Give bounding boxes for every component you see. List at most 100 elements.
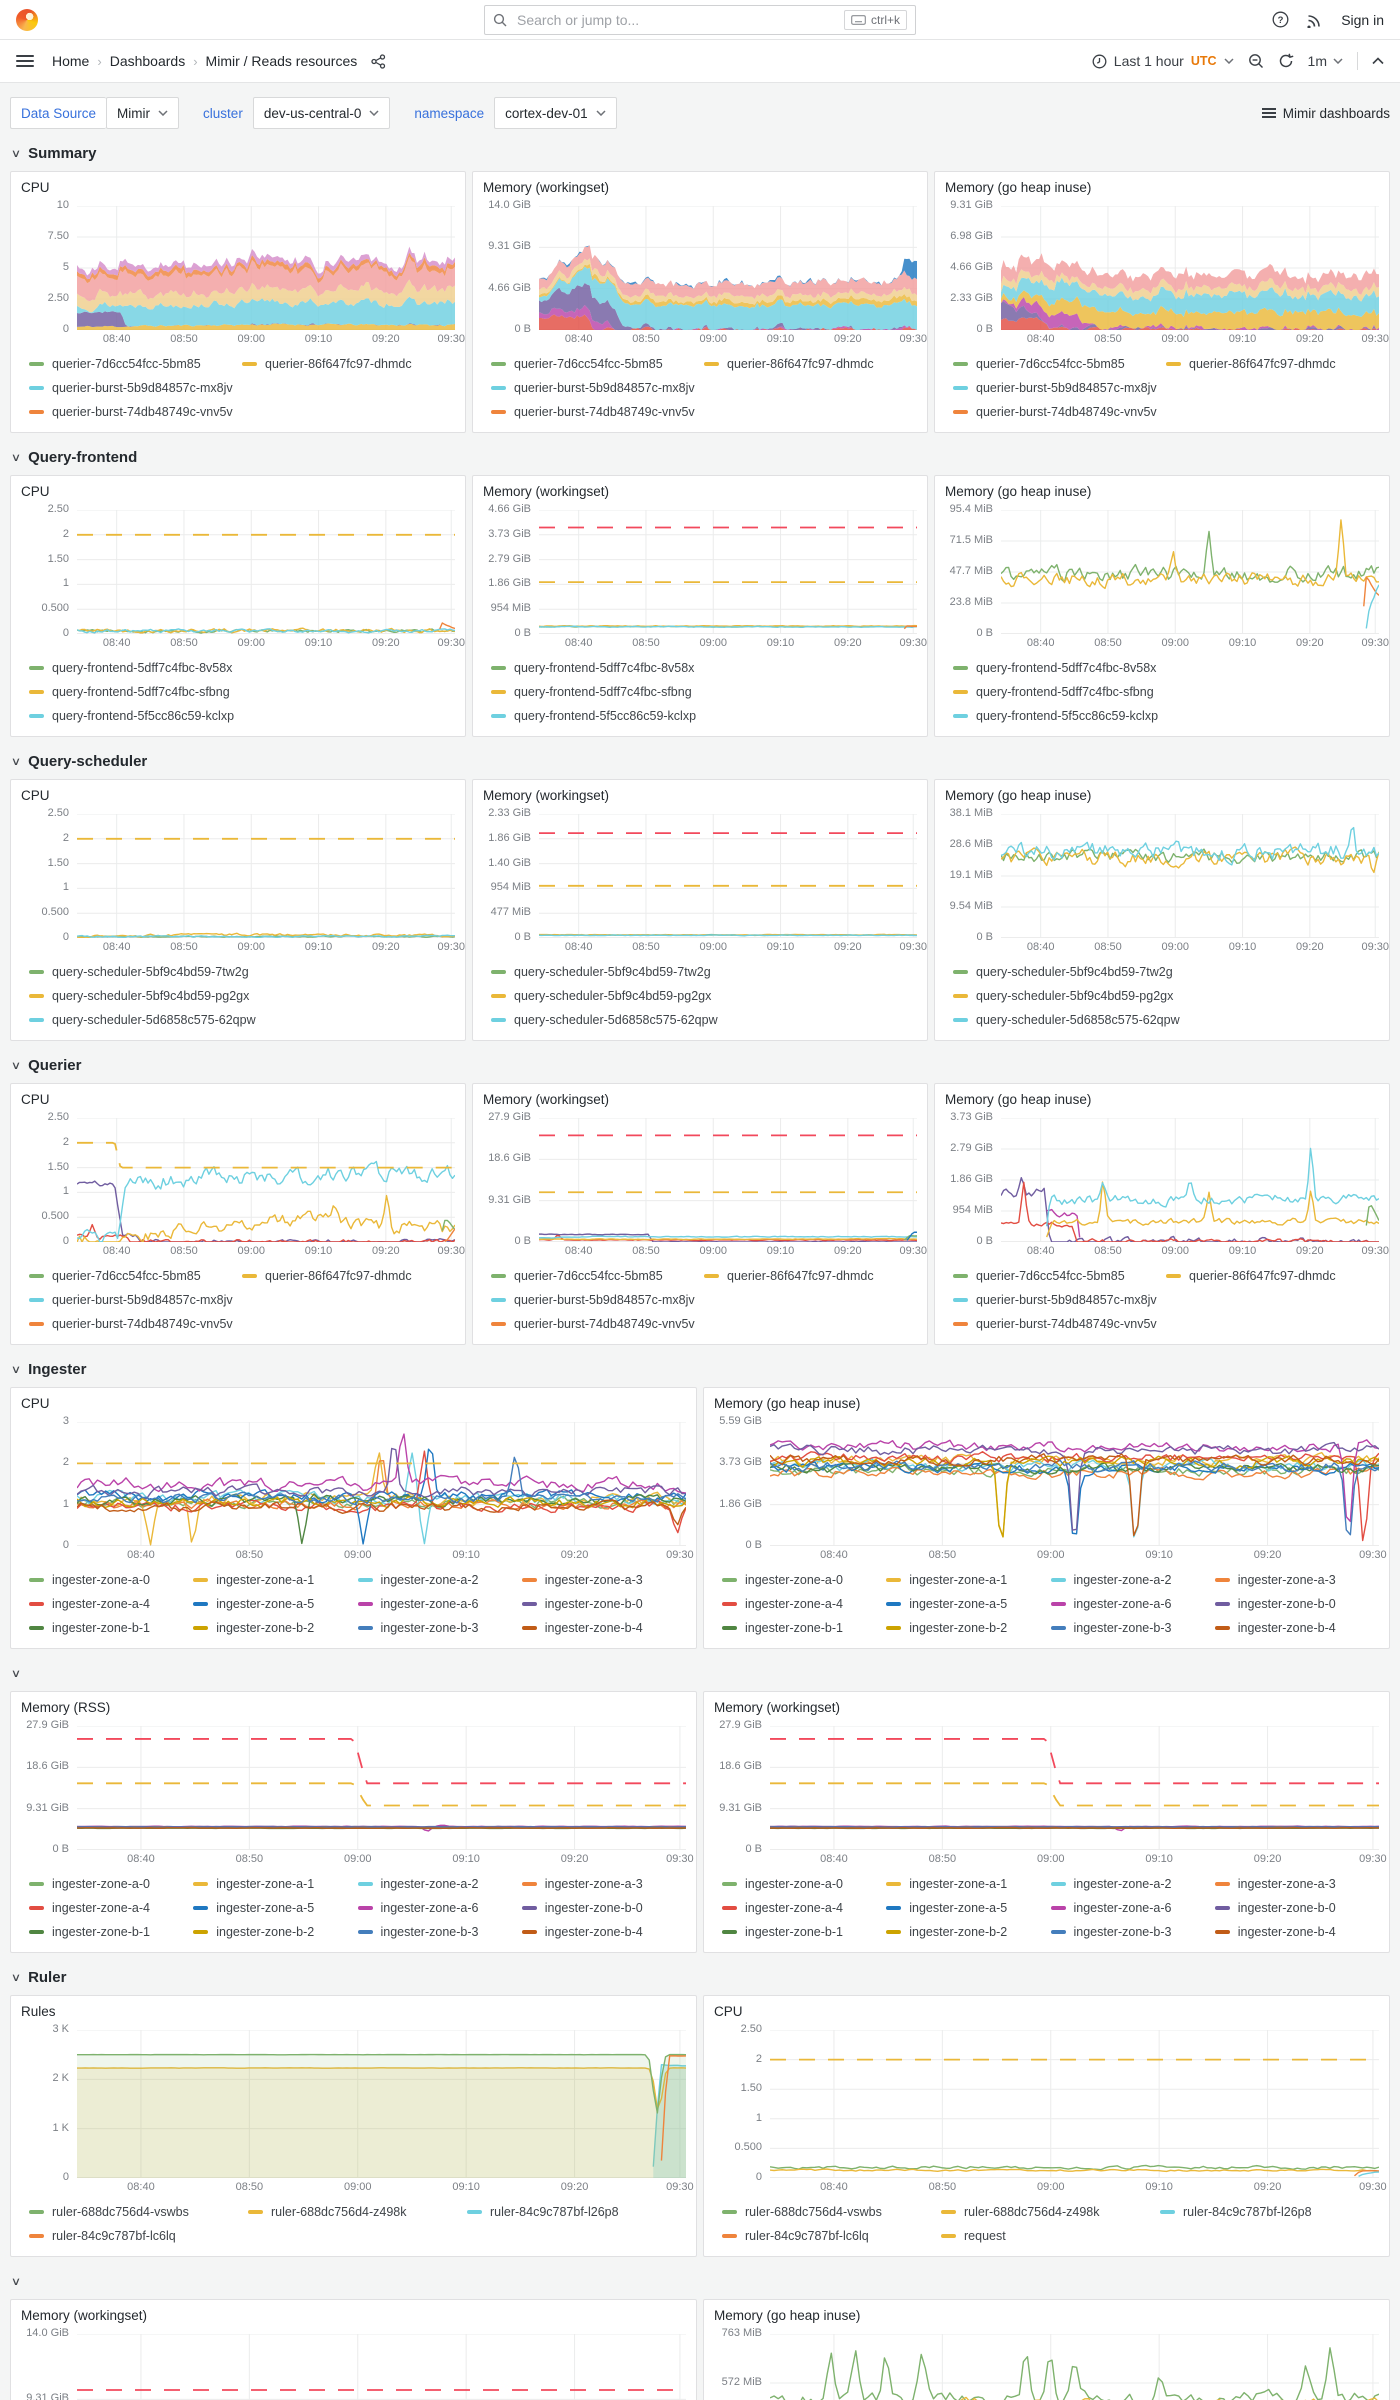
row-header-query-scheduler[interactable]: ∨ Query-scheduler	[11, 749, 1390, 773]
legend-item[interactable]: querier-burst-5b9d84857c-mx8jv	[491, 381, 704, 395]
panel-title[interactable]: Memory (workingset)	[483, 1092, 610, 1107]
legend-item[interactable]: ruler-688dc756d4-vswbs	[722, 2205, 941, 2219]
legend-item[interactable]: query-frontend-5dff7c4fbc-sfbng	[491, 685, 917, 699]
legend-item[interactable]: querier-86f647fc97-dhmdc	[242, 1269, 455, 1283]
legend-item[interactable]: query-scheduler-5bf9c4bd59-7tw2g	[491, 965, 917, 979]
legend-item[interactable]: ruler-688dc756d4-vswbs	[29, 2205, 248, 2219]
panel-title[interactable]: Memory (workingset)	[483, 788, 610, 803]
legend-item[interactable]: request	[941, 2229, 1160, 2243]
row-header-untitled[interactable]: ∨	[11, 2269, 1390, 2293]
legend-item[interactable]: ingester-zone-a-2	[1050, 1877, 1215, 1891]
search-input[interactable]	[515, 10, 836, 29]
legend-item[interactable]: ingester-zone-a-4	[722, 1597, 886, 1611]
time-range-picker[interactable]: Last 1 hour UTC	[1092, 53, 1234, 69]
legend-item[interactable]: ingester-zone-a-5	[886, 1901, 1050, 1915]
breadcrumb-home[interactable]: Home	[52, 53, 90, 69]
legend-item[interactable]: ingester-zone-b-4	[521, 1621, 686, 1635]
chart-canvas[interactable]	[77, 2030, 686, 2178]
legend-item[interactable]: querier-7d6cc54fcc-5bm85	[29, 357, 242, 371]
legend-item[interactable]: ingester-zone-b-3	[1050, 1925, 1215, 1939]
legend-item[interactable]: querier-7d6cc54fcc-5bm85	[491, 357, 704, 371]
grafana-logo[interactable]	[16, 8, 38, 31]
legend-item[interactable]: query-frontend-5dff7c4fbc-sfbng	[29, 685, 455, 699]
legend-item[interactable]: ingester-zone-b-2	[886, 1621, 1050, 1635]
chart-canvas[interactable]	[1001, 1118, 1379, 1242]
legend-item[interactable]: querier-86f647fc97-dhmdc	[1166, 1269, 1379, 1283]
row-header-summary[interactable]: ∨ Summary	[11, 141, 1390, 165]
panel-title[interactable]: Memory (go heap inuse)	[945, 1092, 1092, 1107]
row-header-querier[interactable]: ∨ Querier	[11, 1053, 1390, 1077]
panel-title[interactable]: CPU	[21, 180, 50, 195]
legend-item[interactable]: querier-burst-74db48749c-vnv5v	[953, 405, 1166, 419]
legend-item[interactable]: querier-burst-5b9d84857c-mx8jv	[953, 381, 1166, 395]
legend-item[interactable]: query-frontend-5f5cc86c59-kclxp	[953, 709, 1379, 723]
legend-item[interactable]: ingester-zone-a-6	[1050, 1597, 1215, 1611]
legend-item[interactable]: ingester-zone-b-1	[29, 1925, 193, 1939]
chart-canvas[interactable]	[77, 1726, 686, 1850]
legend-item[interactable]: query-frontend-5dff7c4fbc-8v58x	[29, 661, 455, 675]
legend-item[interactable]: querier-burst-74db48749c-vnv5v	[491, 1317, 704, 1331]
menu-icon[interactable]	[16, 55, 34, 67]
legend-item[interactable]: ingester-zone-a-6	[357, 1901, 522, 1915]
legend-item[interactable]: query-frontend-5dff7c4fbc-sfbng	[953, 685, 1379, 699]
panel-title[interactable]: Memory (workingset)	[483, 484, 610, 499]
legend-item[interactable]: ingester-zone-a-0	[722, 1573, 886, 1587]
search-box[interactable]: ctrl+k	[484, 4, 916, 35]
chart-canvas[interactable]	[1001, 510, 1379, 634]
refresh-interval-picker[interactable]: 1m	[1308, 53, 1343, 69]
legend-item[interactable]: ruler-688dc756d4-z498k	[941, 2205, 1160, 2219]
chart-canvas[interactable]	[1001, 814, 1379, 938]
refresh-icon[interactable]	[1278, 53, 1294, 69]
legend-item[interactable]: ingester-zone-a-4	[722, 1901, 886, 1915]
chart-canvas[interactable]	[539, 510, 917, 634]
variable-value-datasource[interactable]: Mimir	[106, 97, 180, 129]
legend-item[interactable]: ruler-84c9c787bf-lc6lq	[29, 2229, 248, 2243]
legend-item[interactable]: querier-86f647fc97-dhmdc	[704, 1269, 917, 1283]
legend-item[interactable]: ingester-zone-b-1	[29, 1621, 193, 1635]
legend-item[interactable]: querier-86f647fc97-dhmdc	[242, 357, 455, 371]
panel-title[interactable]: CPU	[21, 1092, 50, 1107]
legend-item[interactable]: query-frontend-5dff7c4fbc-8v58x	[953, 661, 1379, 675]
legend-item[interactable]: ingester-zone-a-4	[29, 1597, 193, 1611]
legend-item[interactable]: ruler-84c9c787bf-l26p8	[467, 2205, 686, 2219]
chart-canvas[interactable]	[770, 1422, 1379, 1546]
legend-item[interactable]: ruler-84c9c787bf-l26p8	[1160, 2205, 1379, 2219]
share-icon[interactable]	[371, 53, 386, 69]
news-rss-icon[interactable]	[1307, 12, 1323, 28]
row-header-ingester[interactable]: ∨ Ingester	[11, 1357, 1390, 1381]
legend-item[interactable]: ingester-zone-a-6	[357, 1597, 522, 1611]
chart-canvas[interactable]	[539, 206, 917, 330]
kiosk-collapse-icon[interactable]	[1372, 57, 1384, 65]
legend-item[interactable]: ingester-zone-b-1	[722, 1621, 886, 1635]
legend-item[interactable]: query-scheduler-5bf9c4bd59-7tw2g	[29, 965, 455, 979]
chart-canvas[interactable]	[77, 2334, 686, 2400]
legend-item[interactable]: ingester-zone-b-0	[521, 1901, 686, 1915]
legend-item[interactable]: query-frontend-5dff7c4fbc-8v58x	[491, 661, 917, 675]
legend-item[interactable]: query-frontend-5f5cc86c59-kclxp	[29, 709, 455, 723]
legend-item[interactable]: querier-burst-5b9d84857c-mx8jv	[953, 1293, 1166, 1307]
legend-item[interactable]: ingester-zone-a-0	[722, 1877, 886, 1891]
panel-title[interactable]: Memory (go heap inuse)	[945, 484, 1092, 499]
legend-item[interactable]: query-scheduler-5bf9c4bd59-pg2gx	[953, 989, 1379, 1003]
legend-item[interactable]: ingester-zone-a-2	[1050, 1573, 1215, 1587]
legend-item[interactable]: querier-86f647fc97-dhmdc	[1166, 357, 1379, 371]
chart-canvas[interactable]	[77, 206, 455, 330]
chart-canvas[interactable]	[770, 2030, 1379, 2178]
legend-item[interactable]: ingester-zone-a-1	[886, 1573, 1050, 1587]
chart-canvas[interactable]	[770, 2334, 1379, 2400]
panel-title[interactable]: CPU	[21, 484, 50, 499]
legend-item[interactable]: ingester-zone-a-3	[1214, 1877, 1379, 1891]
legend-item[interactable]: querier-burst-74db48749c-vnv5v	[491, 405, 704, 419]
mimir-dashboards-button[interactable]: Mimir dashboards	[1261, 106, 1390, 121]
legend-item[interactable]: ingester-zone-a-1	[886, 1877, 1050, 1891]
legend-item[interactable]: ingester-zone-b-0	[521, 1597, 686, 1611]
legend-item[interactable]: ingester-zone-b-0	[1214, 1597, 1379, 1611]
legend-item[interactable]: ingester-zone-a-1	[193, 1573, 357, 1587]
legend-item[interactable]: ruler-688dc756d4-z498k	[248, 2205, 467, 2219]
variable-value-cluster[interactable]: dev-us-central-0	[252, 97, 391, 129]
legend-item[interactable]: ingester-zone-a-0	[29, 1573, 193, 1587]
legend-item[interactable]: query-scheduler-5d6858c575-62qpw	[953, 1013, 1379, 1027]
legend-item[interactable]: querier-burst-74db48749c-vnv5v	[29, 1317, 242, 1331]
legend-item[interactable]: ingester-zone-a-5	[193, 1901, 357, 1915]
legend-item[interactable]: querier-burst-74db48749c-vnv5v	[29, 405, 242, 419]
